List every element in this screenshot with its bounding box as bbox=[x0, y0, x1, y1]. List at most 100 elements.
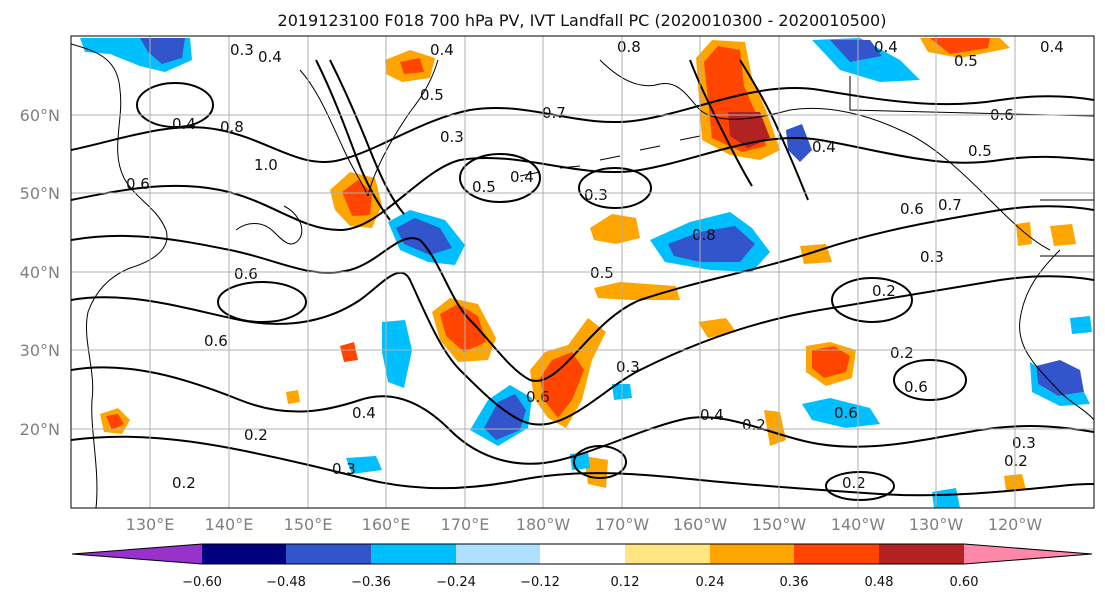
contour-label: 0.7 bbox=[938, 196, 962, 214]
longitude-label: 170°E bbox=[441, 515, 490, 534]
pv-positive-region bbox=[728, 112, 770, 148]
pv-contour-loop bbox=[825, 471, 895, 501]
contour-label: 0.2 bbox=[244, 426, 268, 444]
alaska-coastline bbox=[599, 59, 1051, 251]
contour-label: 0.4 bbox=[812, 138, 836, 156]
contour-label: 0.6 bbox=[234, 265, 258, 283]
contour-label: 0.6 bbox=[126, 175, 150, 193]
pv-contour-loop bbox=[578, 167, 652, 209]
contour-label: 0.8 bbox=[617, 38, 641, 56]
colorbar-tick-label: 0.48 bbox=[865, 575, 894, 590]
latitude-label: 20°N bbox=[20, 420, 60, 439]
contour-label: 0.3 bbox=[920, 248, 944, 266]
contour-label: 0.2 bbox=[890, 344, 914, 362]
pv-negative-region bbox=[830, 40, 882, 62]
colorbar-tick-label: −0.60 bbox=[182, 575, 222, 590]
latitude-label: 40°N bbox=[20, 263, 60, 282]
map-frame bbox=[70, 35, 1095, 509]
pv-contour-line bbox=[71, 366, 1094, 465]
contour-label: 0.5 bbox=[472, 178, 496, 196]
longitude-label: 130°W bbox=[909, 515, 964, 534]
pv-negative-region bbox=[140, 38, 185, 64]
pv-contour-line bbox=[71, 136, 1094, 232]
pv-negative-region bbox=[1036, 360, 1084, 396]
colorbar-tick-label: −0.48 bbox=[266, 575, 306, 590]
pv-negative-region bbox=[802, 398, 880, 428]
contour-label: 0.2 bbox=[872, 282, 896, 300]
pv-positive-region bbox=[340, 342, 358, 362]
contour-label: 0.2 bbox=[742, 416, 766, 434]
latitude-label: 50°N bbox=[20, 184, 60, 203]
colorbar: −0.60 −0.48 −0.36 −0.24 −0.12 0.12 0.24 … bbox=[71, 543, 1093, 590]
contour-label: 0.4 bbox=[352, 404, 376, 422]
colorbar-segment bbox=[879, 544, 964, 564]
contour-label: 0.6 bbox=[904, 378, 928, 396]
pv-positive-region bbox=[106, 414, 124, 430]
contour-label: 0.3 bbox=[1012, 434, 1036, 452]
longitude-label: 130°E bbox=[126, 515, 175, 534]
colorbar-segment bbox=[286, 544, 371, 564]
pv-positive-region bbox=[584, 456, 608, 488]
pv-positive-region bbox=[590, 214, 640, 244]
pv-positive-region bbox=[440, 304, 486, 352]
contour-label: 0.5 bbox=[420, 86, 444, 104]
kamchatka-coastline bbox=[299, 59, 439, 197]
colorbar-tick-label: −0.24 bbox=[436, 575, 476, 590]
pv-positive-region bbox=[764, 410, 786, 446]
contour-labels: 0.4 0.3 0.4 0.8 0.4 0.5 0.4 0.6 0.4 0.8 … bbox=[126, 38, 1064, 492]
pv-positive-region bbox=[1016, 222, 1032, 246]
contour-label: 0.3 bbox=[584, 186, 608, 204]
longitude-label: 160°E bbox=[362, 515, 411, 534]
graticule bbox=[71, 36, 1094, 508]
pv-contour-loop bbox=[573, 445, 627, 479]
longitude-label: 170°W bbox=[595, 515, 650, 534]
colorbar-segment bbox=[72, 544, 202, 564]
contour-label: 0.4 bbox=[172, 115, 196, 133]
contour-label: 0.4 bbox=[258, 48, 282, 66]
pv-contour-line bbox=[71, 86, 1094, 163]
contour-label: 1.0 bbox=[254, 156, 278, 174]
map-title: 2019123100 F018 700 hPa PV, IVT Landfall… bbox=[278, 11, 887, 30]
contour-label: 0.5 bbox=[954, 52, 978, 70]
longitude-label: 160°W bbox=[673, 515, 728, 534]
longitude-label: 150°W bbox=[752, 515, 807, 534]
contour-label: 0.4 bbox=[1040, 38, 1064, 56]
pv-shading bbox=[80, 38, 1092, 508]
pv-contour-line bbox=[315, 59, 391, 221]
pv-negative-region bbox=[1030, 362, 1090, 406]
longitude-label: 150°E bbox=[284, 515, 333, 534]
contour-label: 0.6 bbox=[834, 404, 858, 422]
contour-label: 0.5 bbox=[590, 264, 614, 282]
colorbar-segment bbox=[710, 544, 794, 564]
contour-label: 0.4 bbox=[700, 406, 724, 424]
latitude-label: 30°N bbox=[20, 341, 60, 360]
colorbar-segment bbox=[371, 544, 456, 564]
contour-label: 0.6 bbox=[204, 332, 228, 350]
pv-contour-line bbox=[329, 59, 405, 215]
colorbar-tick-label: 0.24 bbox=[696, 575, 725, 590]
pv-contour-loop bbox=[893, 359, 967, 401]
pv-contour-line bbox=[71, 435, 1094, 497]
pv-negative-region bbox=[382, 320, 412, 388]
contour-label: 0.6 bbox=[526, 388, 550, 406]
north-america-coastline bbox=[1019, 249, 1094, 421]
contour-label: 0.8 bbox=[220, 118, 244, 136]
latitude-labels: 60°N 50°N 40°N 30°N 20°N bbox=[20, 106, 60, 439]
pv-contour-loop bbox=[459, 153, 541, 203]
contour-label: 0.6 bbox=[900, 200, 924, 218]
pv-positive-region bbox=[540, 352, 584, 418]
pv-negative-region bbox=[1070, 316, 1092, 334]
pv-positive-region bbox=[286, 390, 300, 404]
contour-label: 0.2 bbox=[842, 474, 866, 492]
pv-negative-region bbox=[346, 456, 382, 474]
contour-label: 0.4 bbox=[510, 168, 534, 186]
pv-positive-region bbox=[1050, 224, 1076, 246]
contour-label: 0.3 bbox=[230, 41, 254, 59]
contour-label: 0.2 bbox=[1004, 452, 1028, 470]
contour-label: 0.7 bbox=[542, 104, 566, 122]
longitude-label: 120°W bbox=[988, 515, 1043, 534]
contour-label: 0.5 bbox=[968, 142, 992, 160]
pv-positive-region bbox=[400, 58, 424, 74]
pv-negative-region bbox=[668, 226, 755, 262]
